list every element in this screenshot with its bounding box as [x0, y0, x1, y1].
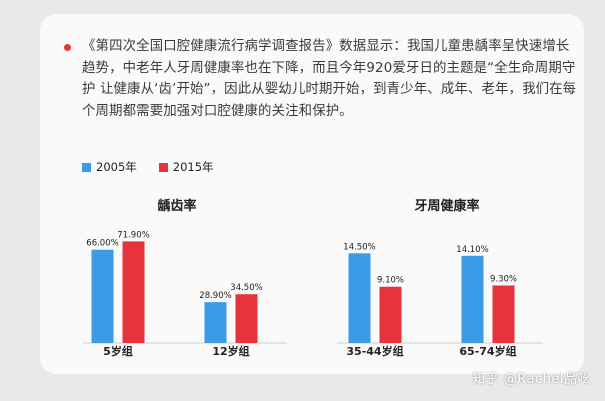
legend-item-2015: 2015年 — [158, 159, 214, 175]
data-label-1-1-0: 14.10% — [456, 245, 488, 255]
data-label-0-1-0: 28.90% — [199, 291, 231, 301]
chart-title-1: 牙周健康率 — [414, 198, 479, 214]
category-label-1-0: 35-44岁组 — [346, 344, 403, 358]
legend-item-2005: 2005年 — [82, 159, 137, 175]
category-label-0-0: 5岁组 — [103, 344, 133, 358]
category-label-1-1: 65-74岁组 — [459, 344, 516, 358]
watermark: 知乎 @Rachel品吆 — [472, 372, 591, 387]
bar-0-0-1 — [122, 241, 145, 343]
bar-1-1-1 — [492, 285, 515, 343]
bar-0-1-0 — [204, 302, 227, 343]
bullet-dot — [64, 44, 71, 51]
chart-title-0: 龋齿率 — [157, 198, 196, 214]
category-label-0-1: 12岁组 — [212, 344, 249, 358]
legend-label-2005: 2005年 — [96, 160, 137, 174]
bar-1-0-1 — [379, 286, 402, 343]
data-label-1-0-1: 9.10% — [377, 276, 404, 286]
bar-0-1-1 — [235, 294, 258, 343]
data-label-1-0-0: 14.50% — [343, 242, 375, 252]
bar-1-0-0 — [348, 253, 371, 343]
legend: 2005年 2015年 — [82, 159, 236, 175]
bar-0-0-0 — [91, 249, 114, 343]
bar-1-1-0 — [461, 255, 484, 343]
legend-swatch-2015 — [158, 162, 168, 172]
data-label-0-0-1: 71.90% — [117, 230, 149, 240]
data-label-0-1-1: 34.50% — [230, 283, 262, 293]
legend-swatch-2005 — [82, 162, 91, 172]
report-paragraph: 《第四次全国口腔健康流行病学调查报告》数据显示：我国儿童患龋率呈快速增长趋势，中… — [82, 39, 577, 119]
legend-label-2015: 2015年 — [172, 160, 214, 174]
data-label-1-1-1: 9.30% — [490, 274, 517, 284]
data-label-0-0-0: 66.00% — [86, 239, 118, 249]
